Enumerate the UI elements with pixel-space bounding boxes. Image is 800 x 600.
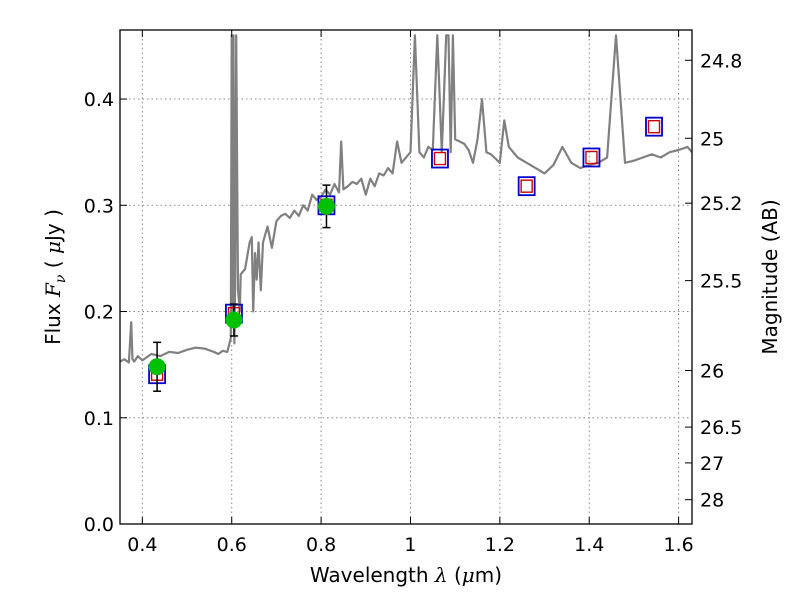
model-flux-square-inner <box>520 179 533 193</box>
x-tick-label: 1 <box>404 534 416 556</box>
y-tick-label: 0.4 <box>84 89 114 111</box>
x-tick-label: 0.4 <box>127 534 157 556</box>
model-flux-square-inner <box>585 150 598 165</box>
y-tick-label: 0.3 <box>84 195 114 217</box>
y-axis-label: Flux Fν ( μJy ) <box>41 209 69 345</box>
x-tick-label: 0.8 <box>306 534 336 556</box>
x-tick-label: 0.6 <box>217 534 247 556</box>
x-tick-label: 1.2 <box>485 534 515 556</box>
model-flux-square-inner <box>433 151 447 166</box>
model-flux-square-inner <box>647 119 661 134</box>
observed-flux-point <box>317 197 335 215</box>
y2-tick-label: 25 <box>700 128 724 150</box>
y-tick-label: 0.2 <box>84 302 114 324</box>
x-tick-label: 1.4 <box>574 534 604 556</box>
y2-tick-label: 26.5 <box>700 417 742 439</box>
axis-ticks: 0.4 0.6 0.8 1 1.2 1.4 1.6 0.0 0.1 0.2 0.3 0.4 24.8 25… <box>84 30 742 556</box>
data-markers <box>148 116 663 392</box>
y2-tick-label: 25.5 <box>700 271 742 293</box>
x-tick-label: 1.6 <box>663 534 693 556</box>
y2-axis-label: Magnitude (AB) <box>758 199 782 354</box>
x-axis-label: Wavelength λ (μm) <box>310 563 502 587</box>
template-spectrum-line <box>120 34 692 364</box>
y2-tick-label: 24.8 <box>700 50 742 72</box>
model-flux-square <box>582 147 601 168</box>
y-tick-label: 0.0 <box>84 514 114 536</box>
plot-frame <box>119 29 693 525</box>
model-flux-square <box>431 148 449 169</box>
y2-tick-label: 28 <box>700 490 724 512</box>
model-flux-square <box>517 176 536 197</box>
y2-tick-label: 26 <box>700 360 724 382</box>
y2-tick-label: 27 <box>700 453 724 475</box>
y-tick-label: 0.1 <box>84 408 114 430</box>
model-flux-square <box>645 116 663 137</box>
observed-flux-point <box>225 311 243 329</box>
y2-tick-label: 25.2 <box>700 193 742 215</box>
observed-flux-point <box>148 358 166 376</box>
